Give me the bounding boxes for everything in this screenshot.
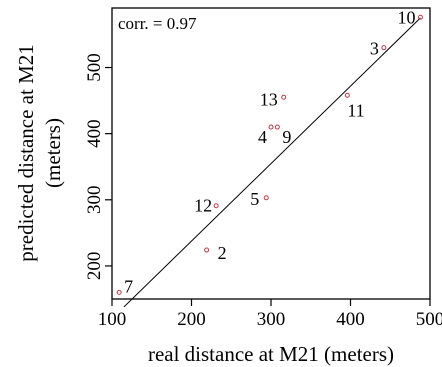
point-label-4: 4: [258, 127, 267, 147]
correlation-annotation: corr. = 0.97: [118, 14, 197, 33]
data-point-2: [204, 247, 210, 253]
data-point-labels: 7 2 12 5 4 913 11 3 10: [124, 7, 415, 296]
y-tick-label: 500: [84, 53, 105, 82]
x-tick-label: 400: [336, 309, 365, 330]
y-tick-label: 200: [84, 252, 105, 281]
data-point-5: [263, 195, 269, 201]
data-point-3: [381, 45, 387, 51]
data-point-11: [344, 92, 350, 98]
y-tick-label: 400: [84, 119, 105, 148]
y-axis-ticks: 200 300 400 500: [84, 53, 112, 280]
point-label-5: 5: [250, 189, 259, 209]
x-tick-label: 100: [98, 309, 127, 330]
y-tick-label: 300: [84, 186, 105, 215]
data-points: [116, 14, 423, 295]
data-point-9: [274, 124, 280, 130]
point-label-11: 11: [347, 100, 364, 120]
data-point-10: [417, 14, 423, 20]
point-label-13: 13: [260, 89, 278, 109]
x-axis-label: real distance at M21 (meters): [148, 342, 394, 366]
data-point-12: [213, 203, 219, 209]
point-label-12: 12: [194, 196, 212, 216]
point-label-2: 2: [218, 243, 227, 263]
regression-line: [123, 17, 421, 308]
data-point-7: [116, 289, 122, 295]
y-axis-label-units: (meters): [41, 118, 65, 188]
point-label-9: 9: [282, 127, 291, 147]
point-label-10: 10: [397, 7, 415, 27]
x-tick-label: 200: [177, 309, 206, 330]
x-tick-label: 500: [416, 309, 442, 330]
data-point-13: [281, 94, 287, 100]
y-axis-label: predicted distance at M21: [14, 44, 38, 262]
data-point-4: [268, 124, 274, 130]
plot-frame: [111, 7, 431, 300]
point-label-3: 3: [370, 39, 379, 59]
x-axis-ticks: 100 200 300 400 500: [98, 299, 442, 330]
x-tick-label: 300: [257, 309, 286, 330]
point-label-7: 7: [124, 276, 133, 296]
